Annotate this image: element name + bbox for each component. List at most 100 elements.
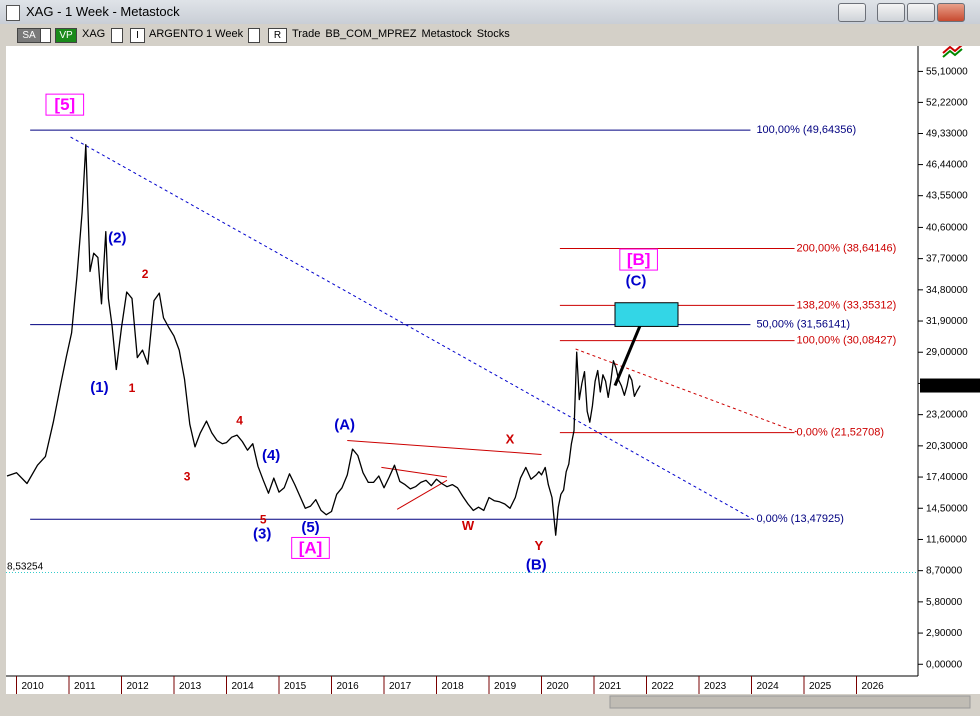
x-tick-label: 2023 bbox=[704, 681, 727, 692]
trendline bbox=[347, 439, 542, 455]
wave-label: X bbox=[506, 432, 515, 447]
wave-label: [5] bbox=[54, 95, 75, 114]
x-tick-label: 2020 bbox=[547, 681, 570, 692]
support-line-group: 8,53254 bbox=[6, 561, 918, 573]
sa-button[interactable]: SA bbox=[17, 28, 41, 43]
wave-label: [B] bbox=[627, 250, 651, 269]
last-price-label: 25,90660 bbox=[925, 382, 967, 393]
period-label[interactable]: 1 Week bbox=[206, 28, 244, 40]
last-price-box bbox=[920, 378, 980, 393]
x-tick-label: 2012 bbox=[127, 681, 150, 692]
y-tick-label: 37,70000 bbox=[926, 254, 968, 265]
price-axis-area bbox=[918, 46, 980, 676]
x-tick-label: 2016 bbox=[337, 681, 360, 692]
document-icon bbox=[6, 5, 20, 21]
plot-area bbox=[6, 46, 918, 676]
toolbar-tags: Trade BB_COM_MPREZ Metastock Stocks bbox=[292, 28, 510, 40]
y-tick-label: 31,90000 bbox=[926, 316, 968, 327]
x-tick-label: 2019 bbox=[494, 681, 517, 692]
wave-label: Y bbox=[535, 538, 544, 553]
fibonacci-levels: 100,00% (49,64356) 50,00% (31,56141) 0,00%… bbox=[30, 124, 896, 525]
wave-label: (5) bbox=[301, 519, 319, 536]
fib-extension-label: 200,00% (38,64146) bbox=[797, 242, 897, 254]
wave-label: (A) bbox=[334, 417, 355, 434]
x-tick-label: 2017 bbox=[389, 681, 412, 692]
r-button[interactable]: R bbox=[268, 28, 287, 43]
fib-level-label: 100,00% (49,64356) bbox=[756, 124, 856, 136]
wave-label: W bbox=[462, 518, 475, 533]
x-tick-label: 2022 bbox=[652, 681, 675, 692]
x-tick-label: 2011 bbox=[74, 681, 96, 692]
close-button[interactable] bbox=[937, 3, 965, 22]
sa-dropdown-icon[interactable] bbox=[40, 28, 51, 43]
wave-label: [A] bbox=[299, 538, 323, 557]
y-tick-label: 14,50000 bbox=[926, 503, 968, 514]
wave-label: (4) bbox=[262, 447, 280, 464]
y-tick-label: 43,55000 bbox=[926, 191, 968, 202]
x-tick-label: 2025 bbox=[809, 681, 832, 692]
x-tick-label: 2021 bbox=[599, 681, 622, 692]
y-tick-label: 5,80000 bbox=[926, 597, 963, 608]
wave-label: (2) bbox=[108, 229, 126, 246]
x-tick-label: 2026 bbox=[862, 681, 885, 692]
y-tick-label: 0,00000 bbox=[926, 659, 963, 670]
y-tick-label: 23,20000 bbox=[926, 410, 968, 421]
maximize-button[interactable] bbox=[907, 3, 935, 22]
vp-button[interactable]: VP bbox=[55, 28, 77, 43]
y-tick-label: 52,22000 bbox=[926, 97, 968, 108]
x-tick-label: 2010 bbox=[22, 681, 45, 692]
y-tick-label: 55,10000 bbox=[926, 66, 968, 77]
fib-level-label: 0,00% (13,47925) bbox=[756, 513, 843, 525]
wave-annotations: [5] (2) 2 (1) 1 3 4 (4) 5(3) (5) [A] (A) X W Y (B) [B] (C… bbox=[45, 93, 658, 574]
trendline bbox=[70, 136, 755, 521]
wave-label-box bbox=[45, 93, 85, 116]
fib-extension-label: 100,00% (30,08427) bbox=[797, 335, 897, 347]
symbol-dropdown-icon[interactable] bbox=[111, 28, 123, 43]
wave-label: 3 bbox=[184, 469, 191, 483]
i-button[interactable]: I bbox=[130, 28, 145, 43]
trendline bbox=[396, 479, 448, 510]
period-dropdown-icon[interactable] bbox=[248, 28, 260, 43]
support-label: 8,53254 bbox=[7, 561, 44, 572]
y-tick-label: 29,00000 bbox=[926, 347, 968, 358]
wave-label-box bbox=[619, 248, 658, 271]
chart-toolbox-icon[interactable] bbox=[942, 46, 963, 58]
symbol-label[interactable]: XAG bbox=[82, 28, 106, 40]
y-tick-label: 34,80000 bbox=[926, 285, 968, 296]
fib-extension-label: 138,20% (33,35312) bbox=[797, 299, 897, 311]
wave-label: 1 bbox=[129, 381, 136, 395]
wave-label: (3) bbox=[253, 525, 271, 542]
time-axis-area bbox=[6, 676, 980, 694]
y-tick-label: 20,30000 bbox=[926, 441, 968, 452]
target-box bbox=[614, 302, 679, 327]
y-tick-label: 46,44000 bbox=[926, 160, 968, 171]
scrollbar-thumb[interactable] bbox=[609, 695, 971, 709]
x-tick-label: 2018 bbox=[442, 681, 465, 692]
fib-level-label: 50,00% (31,56141) bbox=[756, 319, 850, 331]
price-series bbox=[6, 143, 641, 536]
title-bar: XAG - 1 Week - Metastock bbox=[0, 0, 980, 25]
wave-label: (1) bbox=[90, 379, 108, 396]
restore-layout-button[interactable] bbox=[838, 3, 866, 22]
security-name: ARGENTO bbox=[149, 28, 204, 40]
y-tick-label: 17,40000 bbox=[926, 472, 968, 483]
y-tick-label: 49,33000 bbox=[926, 128, 968, 139]
wave-label: 5 bbox=[260, 512, 267, 526]
y-tick-label: 8,70000 bbox=[926, 566, 963, 577]
chart-toolbar: SA VP XAG I ARGENTO 1 Week R Trade BB_CO… bbox=[0, 24, 980, 46]
last-price-group: 25,90660 bbox=[920, 378, 980, 393]
x-tick-label: 2015 bbox=[284, 681, 307, 692]
y-tick-label: 2,90000 bbox=[926, 628, 963, 639]
price-series-group bbox=[6, 143, 641, 536]
price-chart[interactable]: 55,10000 52,22000 49,33000 46,44000 43,55000… bbox=[0, 46, 980, 716]
wave-label: (B) bbox=[526, 557, 547, 574]
x-tick-label: 2013 bbox=[179, 681, 202, 692]
y-tick-label: 40,60000 bbox=[926, 222, 968, 233]
minimize-button[interactable] bbox=[877, 3, 905, 22]
fib-extension-label: 0,00% (21,52708) bbox=[797, 427, 884, 439]
wave-label: 4 bbox=[236, 413, 243, 427]
x-tick-label: 2014 bbox=[232, 681, 255, 692]
target-zone bbox=[614, 302, 679, 327]
wave-label: 2 bbox=[142, 267, 149, 281]
y-tick-label: 11,60000 bbox=[926, 534, 967, 545]
